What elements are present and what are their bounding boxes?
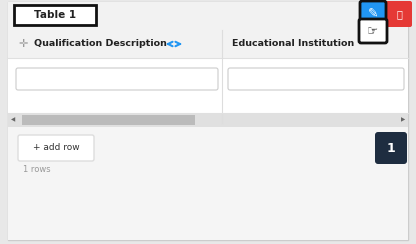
Text: 1 rows: 1 rows — [23, 164, 51, 173]
Bar — [8, 2, 408, 30]
Text: 🗑: 🗑 — [396, 9, 402, 19]
FancyBboxPatch shape — [360, 1, 386, 27]
Text: Qualification Description: Qualification Description — [34, 40, 167, 49]
FancyBboxPatch shape — [359, 19, 387, 43]
Bar — [14, 5, 96, 25]
Text: ✛: ✛ — [18, 39, 27, 49]
Bar — [8, 113, 408, 127]
Text: 1: 1 — [386, 142, 395, 154]
Text: Educational Institution: Educational Institution — [232, 40, 354, 49]
Bar — [8, 58, 408, 113]
Text: + add row: + add row — [33, 143, 79, 152]
FancyBboxPatch shape — [18, 135, 94, 161]
Text: ◀: ◀ — [11, 118, 15, 122]
FancyBboxPatch shape — [375, 132, 407, 164]
FancyBboxPatch shape — [386, 1, 412, 27]
Text: Table 1: Table 1 — [34, 10, 76, 20]
FancyBboxPatch shape — [228, 68, 404, 90]
Bar — [8, 127, 408, 240]
Bar — [22, 115, 195, 125]
Text: ▶: ▶ — [401, 118, 405, 122]
Text: ☞: ☞ — [367, 26, 379, 39]
Text: ✎: ✎ — [368, 7, 378, 20]
Bar — [8, 30, 408, 58]
FancyBboxPatch shape — [16, 68, 218, 90]
